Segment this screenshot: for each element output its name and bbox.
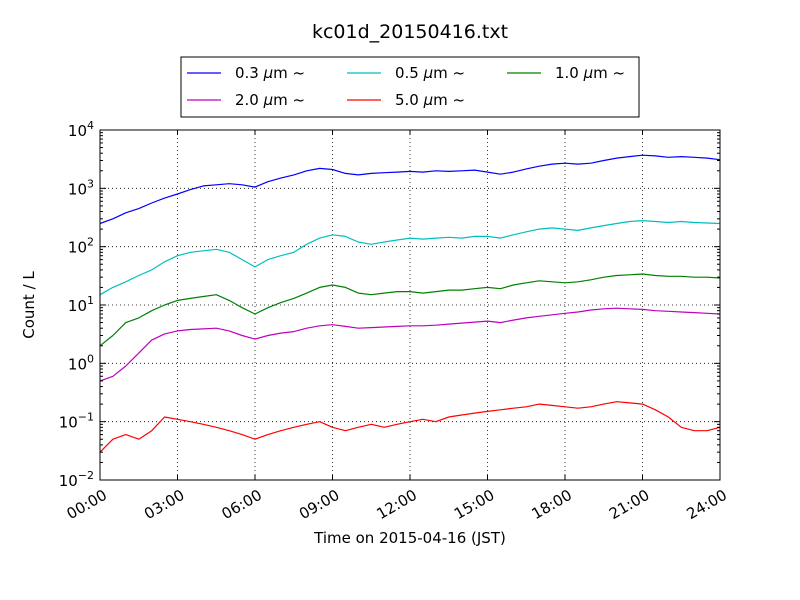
y-tick-label: 104 (68, 119, 94, 140)
y-tick-label: 101 (68, 294, 94, 315)
legend-items: 0.3 μm ~ 0.5 μm ~ 1.0 μm ~ 2.0 μm ~ 5.0 μm ~ (187, 64, 625, 109)
series-line-1 (99, 220, 721, 296)
legend-label: 5.0 μm ~ (395, 91, 465, 109)
legend-label: 0.3 μm ~ (235, 64, 305, 82)
y-axis-label: Count / L (20, 271, 38, 339)
x-tick-label: 06:00 (219, 486, 265, 523)
x-tick-label: 00:00 (64, 486, 110, 523)
legend-item: 0.5 μm ~ (347, 64, 465, 82)
x-axis-label: Time on 2015-04-16 (JST) (313, 529, 506, 547)
x-tick-label: 24:00 (684, 486, 730, 523)
plot-frame (99, 129, 721, 481)
legend-label: 0.5 μm ~ (395, 64, 465, 82)
x-tick-label: 03:00 (141, 486, 187, 523)
x-axis-tick-labels: 00:00 03:00 06:00 09:00 12:00 15:00 18:00 21:00… (64, 486, 730, 523)
x-tick-label: 12:00 (374, 486, 420, 523)
series-line-2 (99, 273, 721, 347)
y-tick-label: 10−1 (59, 411, 94, 432)
y-tick-label: 102 (68, 236, 94, 257)
y-axis-tick-labels: 10−2 10−1 100 101 102 103 104 (59, 119, 94, 490)
y-tick-label: 103 (68, 177, 94, 198)
y-tick-label: 10−2 (59, 469, 94, 490)
chart-title: kc01d_20150416.txt (312, 21, 508, 43)
x-tick-label: 09:00 (296, 486, 342, 523)
legend-label: 2.0 μm ~ (235, 91, 305, 109)
plot-area (99, 129, 721, 481)
x-tick-label: 18:00 (529, 486, 575, 523)
series-lines (99, 154, 721, 453)
series-line-4 (99, 401, 721, 453)
legend-label: 1.0 μm ~ (555, 64, 625, 82)
series-line-0 (99, 154, 721, 225)
legend-item: 1.0 μm ~ (507, 64, 625, 82)
x-tick-label: 21:00 (606, 486, 652, 523)
legend-item: 2.0 μm ~ (187, 91, 305, 109)
legend-box (180, 56, 640, 118)
x-tick-label: 15:00 (451, 486, 497, 523)
series-line-3 (99, 307, 721, 382)
legend-item: 5.0 μm ~ (347, 91, 465, 109)
legend-item: 0.3 μm ~ (187, 64, 305, 82)
legend: 0.3 μm ~ 0.5 μm ~ 1.0 μm ~ 2.0 μm ~ 5.0 μm ~ (180, 56, 640, 118)
gridlines (100, 130, 720, 480)
y-tick-label: 100 (68, 352, 94, 373)
